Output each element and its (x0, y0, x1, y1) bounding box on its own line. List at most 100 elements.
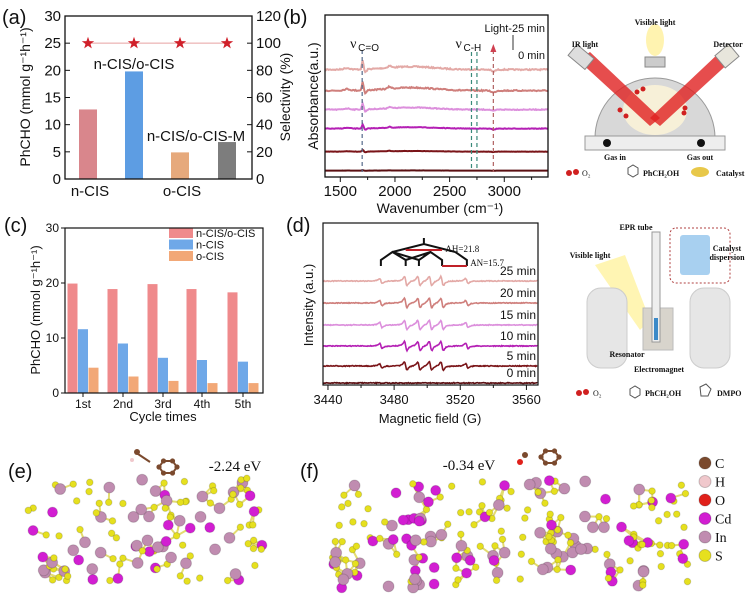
legend-atom-H-icon (698, 475, 712, 488)
atom-In (37, 564, 50, 577)
atom-S (69, 480, 78, 488)
panel-label-a: (a) (2, 7, 26, 29)
time-label: 10 min (500, 329, 536, 343)
atom-S (409, 480, 417, 488)
atom-Cd (488, 554, 500, 566)
atom-S (564, 531, 572, 539)
atom-In (409, 534, 422, 547)
x-tick-label: 3440 (314, 392, 343, 407)
atom-In (455, 539, 468, 552)
atom-S (485, 508, 494, 517)
y-axis-label: PhCHO (mmol g⁻¹h⁻¹) (28, 245, 43, 374)
time-label: 25 min (500, 264, 536, 278)
o2-molecule (681, 110, 687, 116)
chart-d: 25 min 20 min 15 min 10 min 5 min 0 min AH=21.… (301, 222, 541, 426)
legend-dmpo: DMPO (717, 389, 741, 398)
atom-S (554, 555, 562, 564)
atom-S (677, 481, 686, 489)
o2-molecule (682, 105, 688, 111)
atom-In (194, 510, 207, 523)
atom-S (109, 554, 117, 563)
y-tick-label: 10 (44, 117, 61, 134)
epr-spectrum-25-min (322, 274, 538, 287)
atom-O (517, 459, 523, 465)
y2-tick-label: 120 (256, 8, 281, 25)
atom-In (492, 499, 505, 512)
atom-Cd (162, 519, 174, 531)
atom-S (516, 575, 525, 583)
atom-S (557, 513, 565, 522)
x-axis-label: Magnetic field (G) (379, 411, 482, 426)
bar-n-CIS/o-CIS-4th (186, 289, 197, 393)
atom-C (551, 448, 558, 454)
dome-glow (623, 85, 687, 135)
time-label: 5 min (507, 349, 536, 363)
atom-In (160, 494, 173, 507)
bar-n-CIS/o-CIS-2nd (107, 289, 118, 393)
atom-S (603, 550, 611, 559)
atom-C (522, 452, 528, 458)
axes-frame (324, 14, 549, 178)
atom-S (452, 564, 460, 573)
ch-label-subscript: C-H (463, 43, 481, 54)
atom-S (85, 487, 93, 496)
atom-In (141, 534, 154, 547)
atom-S (375, 534, 384, 543)
legend-atom-Cd: Cd (715, 513, 731, 528)
atom-S (209, 486, 218, 495)
visible-light-beam (646, 24, 664, 56)
atom-Cd (387, 534, 399, 546)
atom-In (54, 483, 67, 496)
selectivity-star (127, 36, 141, 49)
atom-In (86, 563, 99, 576)
epr-spectrum-5-min (323, 360, 538, 372)
atom-S (648, 487, 656, 495)
atom-S (553, 526, 562, 534)
detector-box (714, 43, 740, 69)
atom-S (251, 561, 259, 570)
atom-In (213, 502, 226, 515)
y2-tick-label: 80 (256, 62, 273, 79)
ir-light-label: IR light (572, 40, 599, 49)
selectivity-star (173, 36, 187, 49)
atom-S (24, 506, 33, 515)
o2-molecule (623, 113, 629, 119)
atom-In (337, 573, 350, 586)
atom-S (638, 540, 647, 549)
atom-S (338, 537, 347, 546)
x-tick-label: 3560 (512, 392, 541, 407)
epr-spectrum-10-min (322, 339, 538, 353)
atom-In (67, 544, 80, 557)
y-tick-label: 10 (46, 331, 60, 345)
atom-In (382, 580, 395, 593)
atom-S (443, 520, 452, 528)
bar-n-CIS-2nd (118, 343, 128, 393)
panel-label-b: (b) (283, 7, 307, 29)
atom-S (476, 542, 485, 551)
structure-f (328, 475, 692, 594)
atom-S (683, 577, 692, 586)
x-tick-label: 3480 (380, 392, 409, 407)
atom-C (160, 470, 167, 476)
atom-Cd (244, 490, 256, 502)
atom-S (534, 488, 542, 496)
atom-S (249, 544, 258, 553)
atom-Cd (430, 484, 442, 496)
atom-S (344, 499, 352, 508)
x-tick-label: 4th (194, 397, 211, 411)
legend-atom-S-icon (698, 549, 712, 562)
atom-Cd (184, 522, 196, 534)
adsorption-energy-f: -0.34 eV (443, 458, 496, 474)
atom-S (107, 529, 116, 538)
o2-icon (583, 389, 589, 395)
atom-Cd (451, 552, 463, 564)
atom-S (498, 535, 507, 544)
atom-S (602, 514, 611, 523)
atom-S (236, 523, 245, 531)
atom-S (523, 506, 532, 514)
panel-label-d: (d) (286, 215, 310, 237)
atom-C (538, 454, 544, 460)
atom-S (680, 523, 688, 532)
atom-S (195, 574, 204, 582)
atom-S (550, 487, 559, 496)
